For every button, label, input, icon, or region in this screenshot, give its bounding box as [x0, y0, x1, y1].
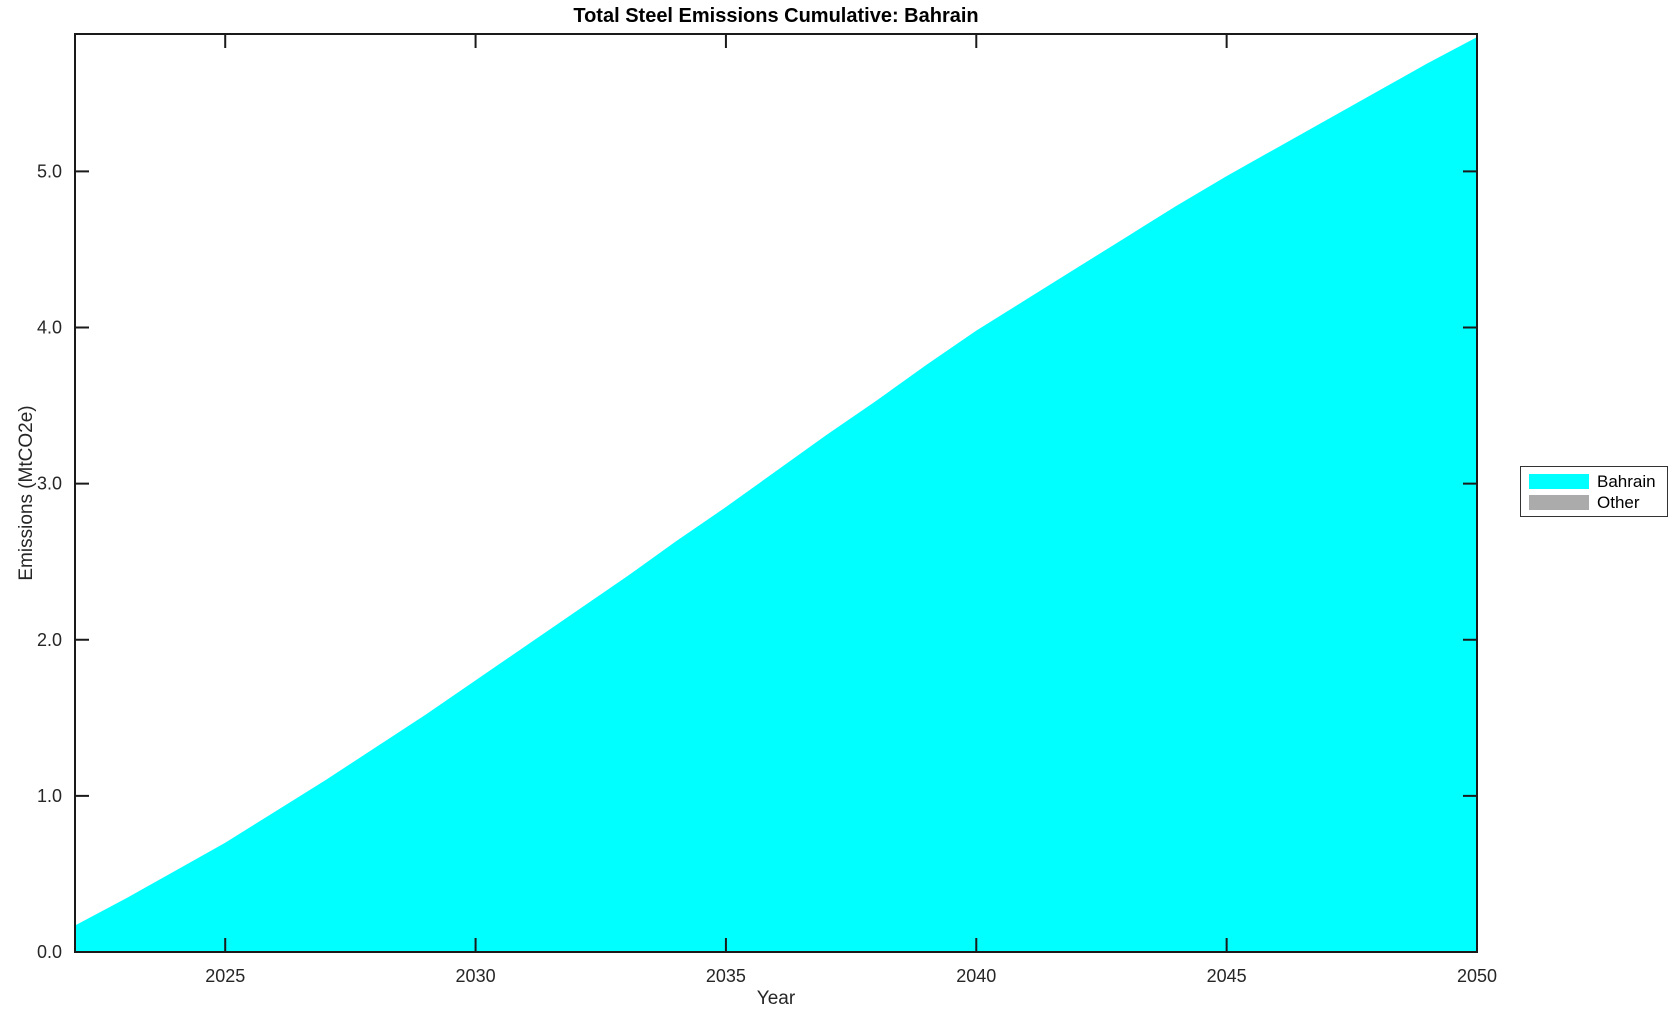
area-series-bahrain [75, 37, 1477, 953]
y-tick-label: 3.0 [37, 474, 62, 494]
legend-entry-bahrain: Bahrain [1529, 471, 1659, 491]
x-tick-label: 2040 [956, 966, 996, 986]
legend-label-other: Other [1597, 492, 1640, 512]
x-tick-label: 2030 [456, 966, 496, 986]
x-tick-label: 2050 [1457, 966, 1497, 986]
y-tick-label: 0.0 [37, 942, 62, 962]
y-tick-label: 2.0 [37, 630, 62, 650]
x-axis-label: Year [756, 988, 796, 1009]
plot-box [74, 33, 1478, 953]
legend: Bahrain Other [1520, 466, 1668, 517]
x-tick-label: 2025 [205, 966, 245, 986]
y-axis-label: Emissions (MtCO2e) [16, 405, 37, 581]
x-tick-label: 2035 [706, 966, 746, 986]
chart-title: Total Steel Emissions Cumulative: Bahrai… [573, 5, 979, 27]
x-tick-label: 2045 [1207, 966, 1247, 986]
y-tick-label: 4.0 [37, 318, 62, 338]
legend-label-bahrain: Bahrain [1597, 471, 1656, 491]
legend-entry-other: Other [1529, 492, 1659, 512]
y-tick-label: 5.0 [37, 161, 62, 181]
legend-swatch-other [1529, 494, 1589, 510]
y-tick-label: 1.0 [37, 786, 62, 806]
legend-swatch-bahrain [1529, 473, 1589, 489]
